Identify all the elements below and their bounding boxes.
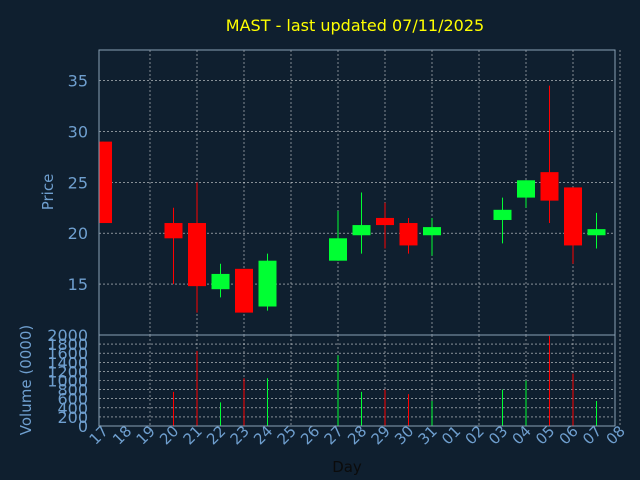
candle-body — [493, 209, 512, 220]
candle-body — [376, 217, 394, 226]
volume-y-tick-label: 1400 — [47, 353, 88, 372]
candle-body — [329, 238, 347, 261]
volume-y-tick-label: 400 — [57, 399, 88, 418]
volume-y-tick-label: 600 — [57, 390, 88, 409]
candle-body — [258, 260, 277, 307]
candle-body — [99, 141, 112, 224]
price-y-tick-label: 20 — [68, 224, 88, 243]
price-y-tick-label: 30 — [68, 122, 88, 141]
volume-y-tick-label: 0 — [78, 417, 88, 436]
volume-axis-label: Volume (0000) — [17, 325, 35, 435]
volume-y-tick-label: 1000 — [47, 372, 88, 391]
candle-body — [564, 187, 582, 246]
candle-body — [164, 223, 183, 239]
candle-body — [587, 229, 606, 236]
candle-body — [235, 268, 253, 313]
volume-y-tick-label: 800 — [57, 381, 88, 400]
candle-body — [423, 227, 441, 236]
candle-body — [517, 180, 535, 198]
volume-y-tick-label: 200 — [57, 408, 88, 427]
price-y-tick-labels: 15 20 25 30 35 — [68, 72, 88, 295]
volume-y-tick-label: 1200 — [47, 362, 88, 381]
candle-body — [188, 223, 206, 287]
volume-y-tick-label: 1800 — [47, 335, 88, 354]
candle-body — [211, 273, 230, 290]
price-y-tick-label: 15 — [68, 275, 88, 294]
x-axis-label: Day — [332, 458, 362, 476]
candle-body — [352, 225, 371, 236]
candle-body — [399, 223, 418, 246]
price-axis-label: Price — [39, 174, 57, 211]
volume-bars — [173, 335, 597, 426]
candles — [99, 85, 606, 313]
price-y-tick-label: 35 — [68, 72, 88, 91]
volume-y-tick-label: 1600 — [47, 344, 88, 363]
price-y-tick-label: 25 — [68, 173, 88, 192]
volume-panel-frame — [98, 334, 616, 427]
volume-y-tick-label: 2000 — [47, 326, 88, 345]
candle-body — [540, 172, 559, 201]
chart-title: MAST - last updated 07/11/2025 — [226, 16, 484, 35]
